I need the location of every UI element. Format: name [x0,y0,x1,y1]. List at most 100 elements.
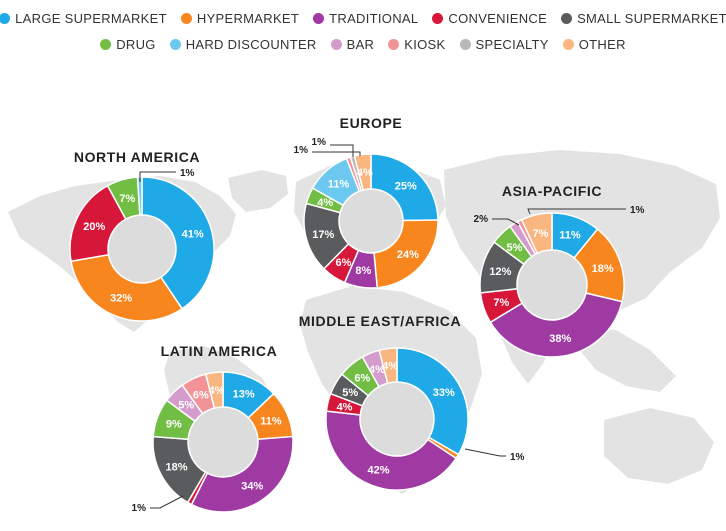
slice-label: 7% [493,297,509,309]
legend-label: HYPERMARKET [196,11,300,26]
slice-label: 38% [549,333,571,345]
leader-line [312,151,361,156]
slice-label: 2% [474,214,489,225]
region-title-middle-east-africa: MIDDLE EAST/AFRICA [299,313,461,329]
legend-item-small-supermarket: SMALL SUPERMARKET [561,11,726,26]
slice-label: 4% [337,401,353,413]
legend-dot [330,39,342,50]
slice-label: 6% [335,257,351,269]
region-title-north-america: NORTH AMERICA [74,149,200,165]
slice-label: 9% [166,419,182,431]
donut-hole [361,383,433,455]
legend-dot [100,39,112,50]
slice-label: 24% [397,249,419,261]
legend-label: OTHER [578,37,626,52]
region-title-asia-pacific: ASIA-PACIFIC [502,183,602,199]
donut-north-america: 41% 32% 20% 7% [69,176,215,322]
legend-label: LARGE SUPERMARKET [15,11,167,26]
legend-item-drug: DRUG [100,37,155,52]
leader-line [527,208,626,215]
donut-group: 41% 32% 20% 7% 25% 24% 8% 6% 17% 4% 11% 4% 11% 18% 38%… [69,153,625,513]
region-titles: NORTH AMERICA EUROPE ASIA-PACIFIC LATIN … [74,115,602,359]
legend-dot [0,13,11,24]
legend-item-kiosk: KIOSK [388,37,445,52]
slice-label: 8% [355,265,371,277]
legend-label: BAR [346,37,375,52]
slice-label: 6% [193,389,209,401]
leader-line [330,144,354,157]
legend-label: SMALL SUPERMARKET [577,11,726,26]
slice-traditional [325,410,458,491]
slice-label: 33% [433,387,455,399]
region-title-latin-america: LATIN AMERICA [161,343,278,359]
slice-label: 12% [489,266,511,278]
leader-line [139,171,176,182]
legend-label: DRUG [116,37,156,52]
slice-label: 1% [312,137,327,148]
legend-row: LARGE SUPERMARKET HYPERMARKET TRADITIONA… [0,11,726,26]
slice-traditional [489,292,623,358]
slice-label: 11% [328,179,350,191]
legend-item-specialty: SPECIALTY [459,37,549,52]
legend-label: CONVENIENCE [448,11,548,26]
legend-item-bar: BAR [330,37,375,52]
slice-hypermarket [70,253,184,322]
slice-label: 20% [83,221,105,233]
slice-label: 42% [368,465,390,477]
slice-other [520,212,553,255]
legend-label: KIOSK [404,37,446,52]
legend-item-other: OTHER [562,37,626,52]
slice-label: 1% [510,452,525,463]
leader-line [492,218,520,226]
slice-label: 5% [507,242,523,254]
slice-label: 4% [357,167,373,179]
legend-item-traditional: TRADITIONAL [313,11,418,26]
leader-line [464,448,506,457]
legend-dot [432,13,444,24]
region-title-europe: EUROPE [340,115,403,131]
slice-label: 5% [342,387,358,399]
slice-label: 11% [559,230,581,242]
slice-label: 18% [592,263,614,275]
slice-label: 32% [110,293,132,305]
donut-asia-pacific: 11% 18% 38% 7% 12% 5% 7% [479,212,625,358]
donut-hole [189,408,257,476]
donut-europe: 25% 24% 8% 6% 17% 4% 11% 4% [303,153,439,289]
slice-label: 13% [233,389,255,401]
donut-hole [518,251,586,319]
legend-dot [562,39,574,50]
legend-item-large-supermarket: LARGE SUPERMARKET [0,11,167,26]
map-greenland [228,170,288,212]
slice-label: 11% [260,416,282,428]
legend-dot [388,39,400,50]
slice-label: 7% [532,228,548,240]
slice-label: 4% [209,385,225,397]
slice-label: 7% [119,193,135,205]
slice-other [378,347,398,385]
legend-item-convenience: CONVENIENCE [432,11,547,26]
legend: LARGE SUPERMARKET HYPERMARKET TRADITIONA… [0,0,726,62]
legend-label: HARD DISCOUNTER [185,37,317,52]
slice-label: 1% [294,145,309,156]
slice-traditional [190,435,294,513]
slice-label: 18% [165,461,187,473]
slice-label: 1% [630,205,645,216]
donut-hole [340,190,402,252]
slice-label: 17% [312,229,334,241]
donut-latin-america: 13% 11% 34% 18% 9% 5%6% 4% [152,371,294,513]
map-southeast-asia [574,326,676,392]
legend-dot [169,39,181,50]
legend-dot [459,39,471,50]
legend-dot [313,13,325,24]
donut-middle-east-africa: 33%42%4%5%6%4%4% [325,347,469,491]
legend-row: DRUG HARD DISCOUNTER BAR KIOSK SPECIALTY… [0,37,726,52]
slice-label: 1% [180,168,195,179]
slice-other [204,371,224,409]
map-australia [604,408,714,484]
slice-hard-discounter [136,176,143,216]
legend-item-hypermarket: HYPERMARKET [180,11,300,26]
slice-large-supermarket [396,347,469,456]
legend-label: TRADITIONAL [329,11,419,26]
slice-large-supermarket [141,176,215,310]
slice-label: 4% [369,364,385,376]
